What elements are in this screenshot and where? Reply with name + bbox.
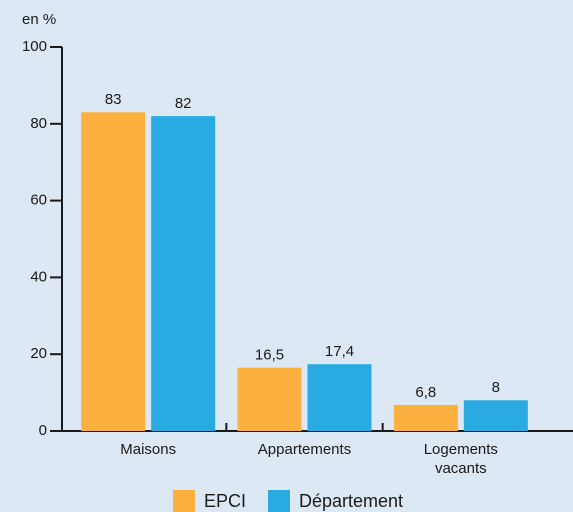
y-axis-label: en % xyxy=(22,11,56,28)
bar xyxy=(237,367,302,431)
x-tick-label: Maisons xyxy=(120,441,177,458)
data-label: 8 xyxy=(492,379,500,396)
legend-swatch xyxy=(173,490,195,512)
data-label: 17,4 xyxy=(325,343,354,360)
bar xyxy=(463,400,528,431)
legend-label: Département xyxy=(299,491,403,511)
y-tick-label: 40 xyxy=(30,268,47,285)
y-tick-label: 60 xyxy=(30,192,47,209)
legend-swatch xyxy=(268,490,290,512)
data-label: 6,8 xyxy=(415,384,436,401)
data-label: 16,5 xyxy=(255,347,284,364)
y-tick-label: 80 xyxy=(30,115,47,132)
legend-label: EPCI xyxy=(204,491,246,511)
bar xyxy=(393,404,458,431)
y-tick-label: 20 xyxy=(30,345,47,362)
bar xyxy=(81,112,146,431)
x-tick-label: Appartements xyxy=(257,441,352,458)
data-label: 83 xyxy=(105,91,122,108)
y-tick-label: 0 xyxy=(39,422,47,439)
bar xyxy=(307,364,372,431)
bar xyxy=(151,116,216,432)
y-tick-label: 100 xyxy=(22,38,47,55)
data-label: 82 xyxy=(175,95,192,112)
x-tick-label: Logements vacants xyxy=(423,441,498,477)
